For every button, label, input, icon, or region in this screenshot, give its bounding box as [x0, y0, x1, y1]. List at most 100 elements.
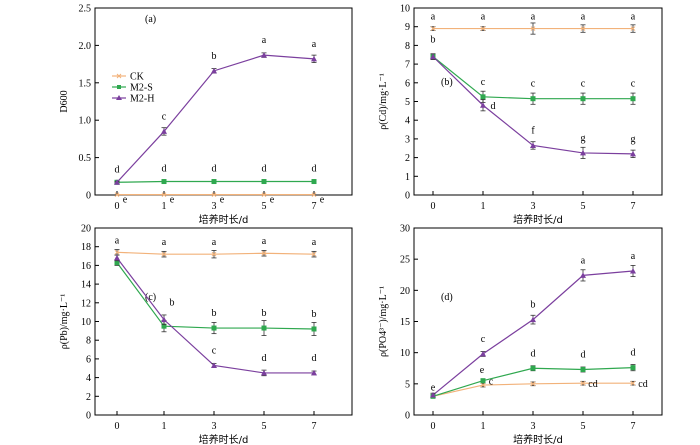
- y-tick-label: 0.5: [79, 153, 92, 164]
- data-point: [580, 149, 586, 156]
- y-tick-label: 0: [86, 411, 91, 422]
- significance-letter: f: [531, 125, 535, 136]
- data-point: [530, 142, 536, 148]
- y-tick-label: 10: [400, 348, 410, 359]
- significance-letter: a: [312, 237, 317, 248]
- data-point: [630, 26, 636, 31]
- data-point: [114, 192, 120, 197]
- series-m2-s: [114, 179, 317, 185]
- y-tick-label: 30: [400, 224, 410, 235]
- y-tick-label: 7: [405, 60, 410, 71]
- significance-letter: c: [212, 345, 217, 356]
- data-point: [630, 96, 636, 102]
- legend-marker: [116, 95, 122, 100]
- data-point: [211, 325, 217, 331]
- data-point: [211, 251, 217, 257]
- x-tick-label: 1: [162, 421, 167, 432]
- data-point: [480, 350, 486, 357]
- x-axis-title: 培养时长/d: [513, 433, 563, 445]
- y-tick-label: 12: [81, 298, 91, 309]
- series-line: [432, 56, 634, 155]
- significance-letter: b: [262, 308, 267, 319]
- y-tick-label: 0: [405, 191, 410, 202]
- data-point: [430, 392, 436, 398]
- data-point: [161, 179, 167, 185]
- x-tick-label: 7: [631, 201, 636, 212]
- series-m2-h: [114, 52, 317, 185]
- data-point: [580, 96, 586, 102]
- significance-letter: c: [631, 79, 636, 90]
- y-tick-label: 15: [400, 317, 410, 328]
- y-tick-label: 10: [400, 4, 410, 15]
- significance-letter: g: [581, 133, 586, 144]
- y-tick-label: 8: [86, 336, 91, 347]
- series-ck: [114, 249, 317, 259]
- plot-frame: [413, 227, 663, 416]
- x-tick-label: 3: [531, 201, 536, 212]
- data-point: [430, 53, 436, 60]
- significance-letter: c: [481, 334, 486, 345]
- data-point: [261, 325, 267, 331]
- data-point: [580, 26, 586, 31]
- panel-d: 0 5 10 15 20 25 30 0 1 3 5 7 培养时长/d ρ(PO4³⁻)/mg·L⁻¹ (d…: [378, 224, 663, 445]
- significance-letter: cd: [588, 379, 597, 390]
- significance-letter: c: [531, 79, 536, 90]
- y-tick-label: 1.5: [79, 78, 92, 89]
- series-line: [432, 270, 634, 396]
- data-point: [311, 192, 317, 197]
- x-tick-label: 1: [481, 201, 486, 212]
- y-tick-label: 10: [81, 317, 91, 328]
- x-tick-label: 5: [262, 201, 267, 212]
- significance-letter: a: [581, 255, 586, 266]
- data-point: [311, 179, 317, 185]
- y-tick-label: 14: [81, 280, 91, 291]
- significance-letter: e: [270, 195, 275, 206]
- significance-letter: a: [115, 235, 120, 246]
- data-point: [114, 260, 120, 266]
- data-point: [211, 192, 217, 197]
- significance-letter: a: [631, 251, 636, 262]
- x-tick-label: 1: [481, 421, 486, 432]
- legend-label: M2-S: [130, 83, 153, 94]
- y-tick-label: 8: [405, 41, 410, 52]
- x-tick-label: 5: [581, 421, 586, 432]
- significance-letter: c: [162, 111, 167, 122]
- x-axis-title: 培养时长/d: [513, 213, 563, 226]
- significance-letter: e: [123, 195, 128, 206]
- y-tick-label: 0: [405, 411, 410, 422]
- y-tick-label: 3: [405, 134, 410, 145]
- data-point: [261, 52, 267, 58]
- data-point: [480, 102, 486, 108]
- data-point: [311, 55, 317, 62]
- data-point: [530, 365, 536, 371]
- x-tick-label: 0: [431, 421, 436, 432]
- significance-letter: b: [170, 298, 175, 309]
- significance-letter: b: [312, 309, 317, 320]
- data-point: [311, 251, 317, 257]
- significance-letter: a: [481, 12, 486, 23]
- significance-letter: a: [162, 237, 167, 248]
- panel-label: (c): [145, 292, 156, 303]
- series-m2-h: [430, 264, 636, 398]
- y-tick-label: 20: [400, 286, 410, 297]
- data-point: [430, 26, 436, 31]
- x-tick-label: 0: [431, 201, 436, 212]
- data-point: [630, 150, 636, 157]
- significance-letter: c: [489, 377, 494, 388]
- y-tick-label: 9: [405, 22, 410, 33]
- data-point: [161, 192, 167, 197]
- data-point: [114, 254, 120, 261]
- significance-letter: d: [631, 348, 636, 359]
- x-tick-label: 3: [531, 421, 536, 432]
- legend-label: M2-H: [130, 94, 154, 105]
- significance-letter: d: [262, 164, 267, 175]
- x-tick-label: 7: [312, 201, 317, 212]
- data-point: [311, 326, 317, 332]
- plot-frame: [413, 7, 663, 196]
- data-point: [480, 382, 486, 388]
- panel-b: 0 1 2 3 4 5 6 7 8 9 10 0 1 3 5 7 培养时长/d ρ(Cd)/mg·L⁻¹ (b) a a…: [378, 4, 663, 226]
- significance-letter: b: [212, 308, 217, 319]
- y-tick-label: 16: [81, 261, 91, 272]
- x-tick-label: 1: [162, 201, 167, 212]
